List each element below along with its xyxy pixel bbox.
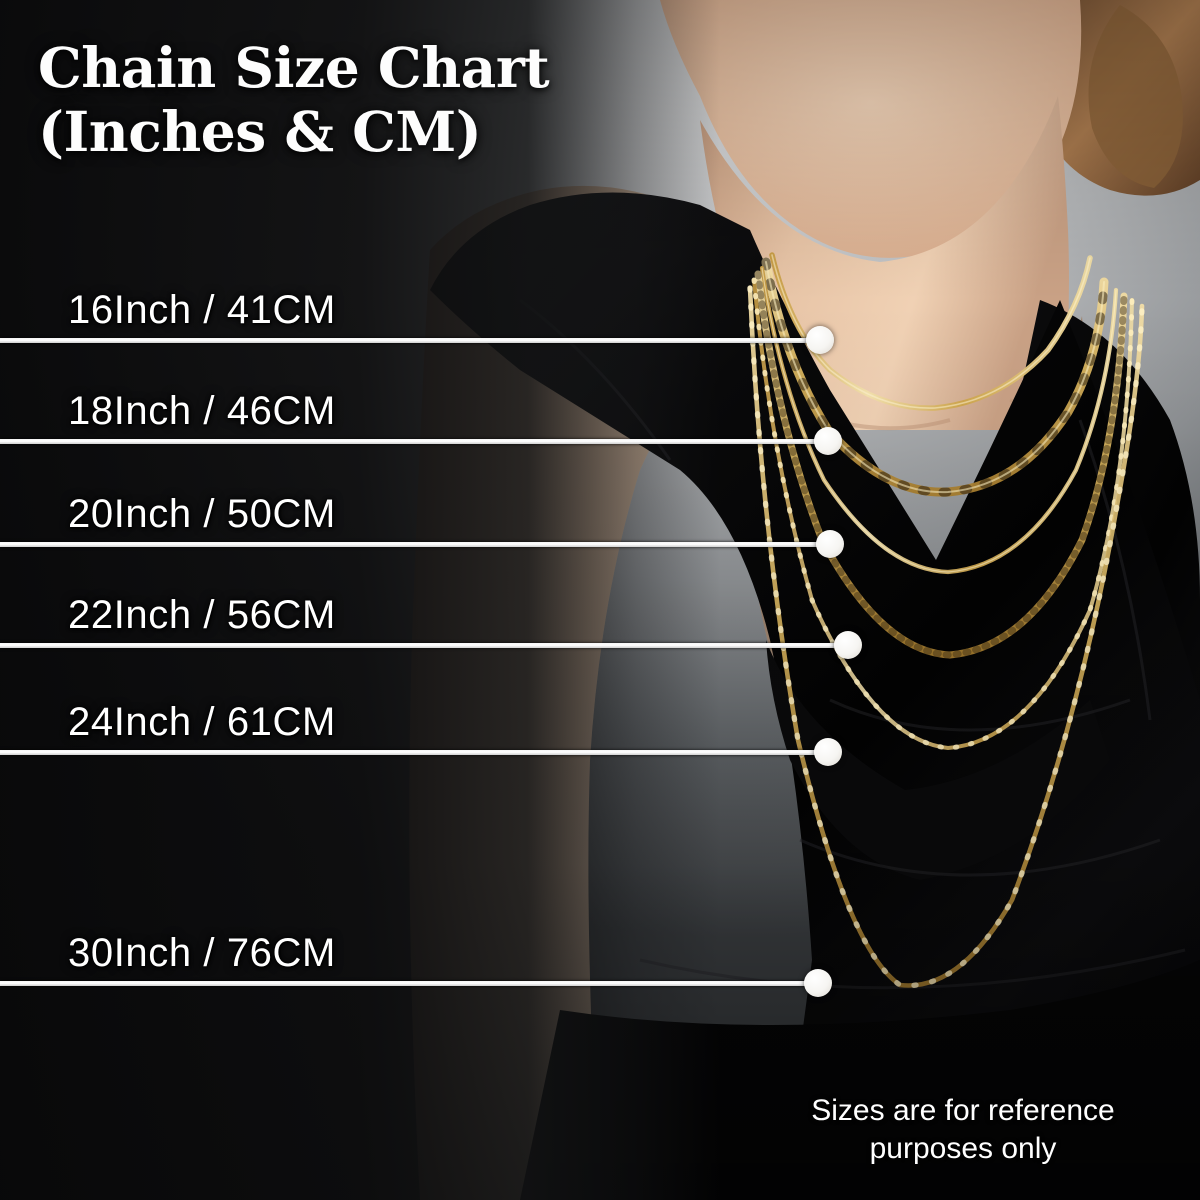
guide-line-20inch xyxy=(0,542,832,547)
guide-line-16inch xyxy=(0,338,822,343)
guide-line-18inch xyxy=(0,439,830,444)
size-label-24inch: 24Inch / 61CM xyxy=(68,700,336,744)
size-label-16inch: 16Inch / 41CM xyxy=(68,288,336,332)
size-label-22inch: 22Inch / 56CM xyxy=(68,593,336,637)
page-title: Chain Size Chart (Inches & CM) xyxy=(38,35,550,164)
size-label-30inch: 30Inch / 76CM xyxy=(68,931,336,975)
guide-endpoint-dot-24inch xyxy=(814,738,842,766)
guide-line-30inch xyxy=(0,981,820,986)
guide-endpoint-dot-20inch xyxy=(816,530,844,558)
guide-line-22inch xyxy=(0,643,850,648)
guide-endpoint-dot-16inch xyxy=(806,326,834,354)
guide-endpoint-dot-18inch xyxy=(814,427,842,455)
guide-line-24inch xyxy=(0,750,830,755)
guide-endpoint-dot-22inch xyxy=(834,631,862,659)
size-label-18inch: 18Inch / 46CM xyxy=(68,389,336,433)
guide-endpoint-dot-30inch xyxy=(804,969,832,997)
size-label-20inch: 20Inch / 50CM xyxy=(68,492,336,536)
disclaimer-text: Sizes are for reference purposes only xyxy=(811,1094,1115,1165)
